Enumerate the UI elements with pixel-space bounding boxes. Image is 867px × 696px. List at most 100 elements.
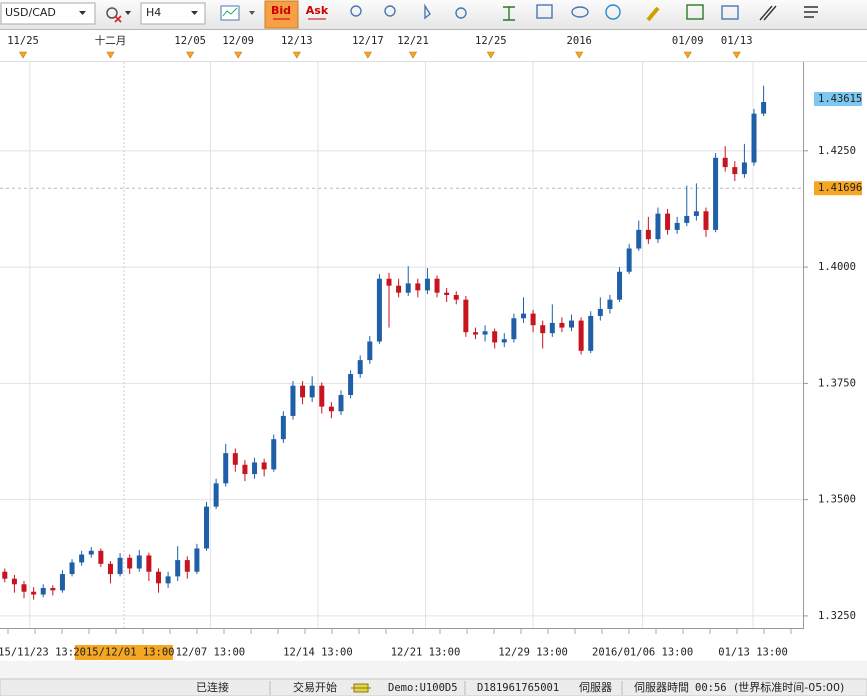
top-date-marker [106, 51, 115, 59]
account: Demo:U100D5 [388, 682, 458, 694]
globe-icon[interactable] [605, 4, 621, 20]
candle-body [155, 571, 161, 584]
zoom-out-icon[interactable] [384, 5, 396, 17]
symbol-text: USD/CAD [5, 6, 56, 19]
menu-icon[interactable] [804, 6, 818, 18]
candle-body [376, 278, 382, 342]
x-tick-label: 2016/01/06 13:00 [592, 647, 693, 659]
chart-icon[interactable] [721, 5, 739, 20]
candle-body [405, 283, 411, 293]
top-date-label: 12/05 [174, 35, 206, 47]
ask-button[interactable]: Ask [306, 4, 329, 20]
search-icon[interactable] [455, 7, 467, 19]
candle-body [69, 562, 75, 575]
zoom-in-icon[interactable] [350, 5, 362, 17]
candle-body [338, 394, 344, 412]
candle-body [415, 283, 421, 291]
candle-body [300, 385, 306, 398]
ruler-icon[interactable] [646, 6, 660, 22]
candle-body [50, 588, 56, 591]
candle-body [482, 331, 488, 335]
candle-body [751, 113, 757, 163]
top-date-label: 12/09 [222, 35, 254, 47]
candle-body [655, 213, 661, 240]
candle-body [626, 248, 632, 272]
candle-body [434, 278, 440, 293]
top-date-label: 01/09 [672, 35, 704, 47]
candle-body [223, 453, 229, 484]
candle-body [617, 271, 623, 300]
candle-body [578, 320, 584, 351]
candle-body [88, 550, 94, 555]
candle-body [472, 332, 478, 335]
bid-button[interactable]: Bid [264, 0, 299, 29]
candle-body [194, 548, 200, 572]
tool-icons [350, 3, 818, 22]
trading-icon [351, 683, 371, 693]
candle-body [280, 415, 286, 440]
top-date-marker [363, 51, 372, 59]
y-tick-label: 1.3250 [818, 610, 856, 622]
candle-body [501, 339, 507, 343]
candle-body [511, 318, 517, 340]
candle-body [40, 588, 46, 595]
candle-body [98, 550, 104, 564]
candle-body [146, 555, 152, 572]
status-bar [0, 678, 867, 696]
candle-body [453, 295, 459, 300]
x-tick-highlight [74, 645, 173, 660]
status-items: 已连接 交易开始 Demo:U100D5 D181961765001 伺服器 伺… [196, 680, 844, 695]
chart-type-icon[interactable] [106, 7, 131, 23]
account-id: D181961765001 [477, 682, 559, 694]
note-icon[interactable] [536, 4, 553, 19]
y-tick-label: 1.3500 [818, 494, 856, 506]
candle-body [703, 211, 709, 230]
candle-body [722, 157, 728, 168]
candle-body [674, 222, 680, 230]
x-tick-label: 01/13 13:00 [718, 647, 788, 659]
symbol-select[interactable]: USD/CAD [0, 2, 96, 25]
x-tick-label: 12/07 13:00 [176, 647, 246, 659]
candle-body [463, 299, 469, 333]
candle-body [79, 554, 85, 563]
price-tag-label: 1.43615 [818, 93, 862, 105]
top-date-marker [292, 51, 301, 59]
candle-body [444, 292, 450, 296]
candle-body [242, 464, 248, 475]
candle-body [290, 385, 296, 416]
timezone: (世界标准时间-05:00) [734, 680, 844, 694]
top-date-label: 2016 [567, 35, 592, 47]
top-date-label: 12/21 [397, 35, 429, 47]
candle-body [328, 406, 334, 412]
candle-body [684, 215, 690, 223]
candle-body [117, 557, 123, 575]
candle-body [107, 563, 113, 575]
timeframe-select[interactable]: H4 [140, 2, 206, 25]
image-icon[interactable] [686, 4, 704, 20]
cursor-icon[interactable] [424, 3, 431, 20]
x-tick-label: 12/14 13:00 [283, 647, 353, 659]
eye-icon[interactable] [571, 6, 589, 18]
candle-body [665, 213, 671, 230]
candle-body [530, 313, 536, 326]
line-icon[interactable] [759, 5, 777, 21]
price-tag [814, 181, 862, 196]
trading-status: 交易开始 [293, 680, 337, 694]
toolbar [0, 0, 867, 29]
candle-body [348, 374, 354, 395]
candle-body [607, 299, 613, 309]
candle-body [2, 571, 8, 579]
top-date-marker [732, 51, 741, 59]
candle-body [261, 462, 267, 470]
candle-body [540, 325, 546, 334]
candle-body [11, 578, 17, 585]
top-date-label: 01/13 [721, 35, 753, 47]
candle-body [588, 315, 594, 351]
top-date-marker [19, 51, 28, 59]
range-icon[interactable] [503, 6, 515, 21]
top-date-label: 12/17 [352, 35, 384, 47]
top-date-marker [486, 51, 495, 59]
indicator-button[interactable] [220, 5, 255, 21]
x-tick-label: 12/29 13:00 [498, 647, 568, 659]
y-tick-label: 1.4000 [818, 261, 856, 273]
